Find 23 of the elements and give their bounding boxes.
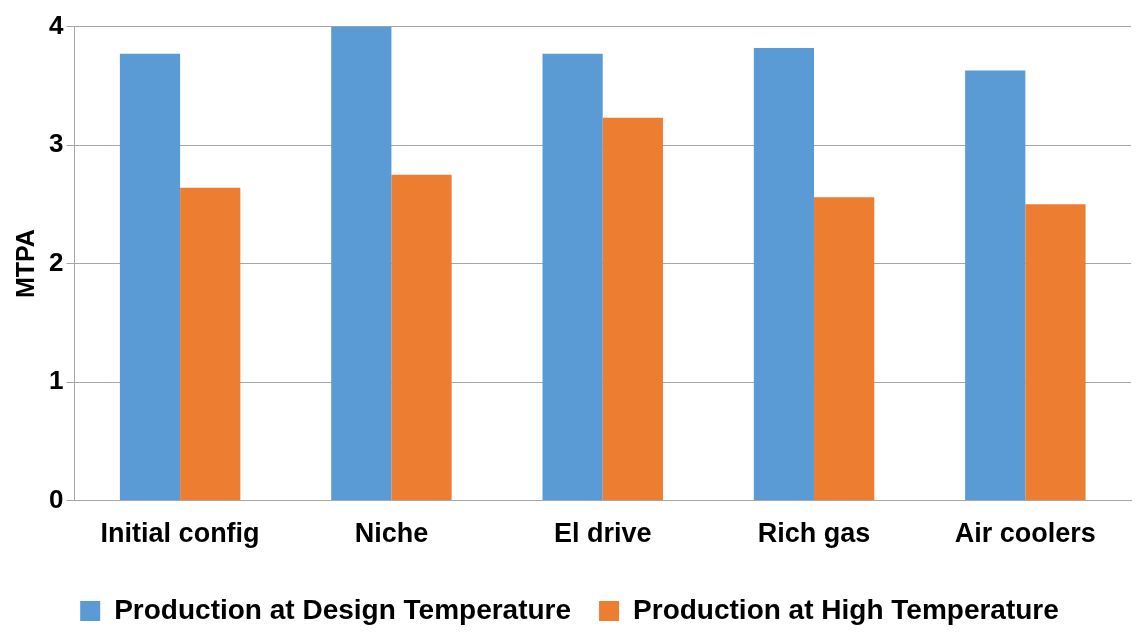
bar — [753, 47, 815, 501]
bar — [814, 197, 875, 501]
y-tick-label: 4 — [48, 9, 64, 40]
bar — [119, 53, 181, 501]
legend-label: Production at High Temperature — [633, 593, 1059, 625]
x-tick-label: El drive — [553, 518, 652, 549]
bar — [542, 53, 603, 501]
bar — [391, 174, 452, 501]
bar — [965, 70, 1026, 501]
x-tick-label: Air coolers — [954, 518, 1096, 549]
legend-label: Production at Design Temperature — [114, 593, 572, 625]
bar — [602, 117, 663, 501]
bar — [331, 26, 392, 501]
x-tick-label: Rich gas — [757, 518, 871, 549]
x-tick-label: Initial config — [100, 518, 260, 549]
y-tick-label: 2 — [48, 246, 64, 277]
bar — [1025, 204, 1086, 501]
y-tick-label: 0 — [48, 483, 64, 514]
bar — [180, 187, 241, 501]
x-tick-label: Niche — [354, 518, 429, 549]
y-tick-label: 3 — [48, 128, 64, 159]
y-axis-title: MTPA — [10, 229, 39, 299]
y-tick-label: 1 — [48, 365, 64, 396]
